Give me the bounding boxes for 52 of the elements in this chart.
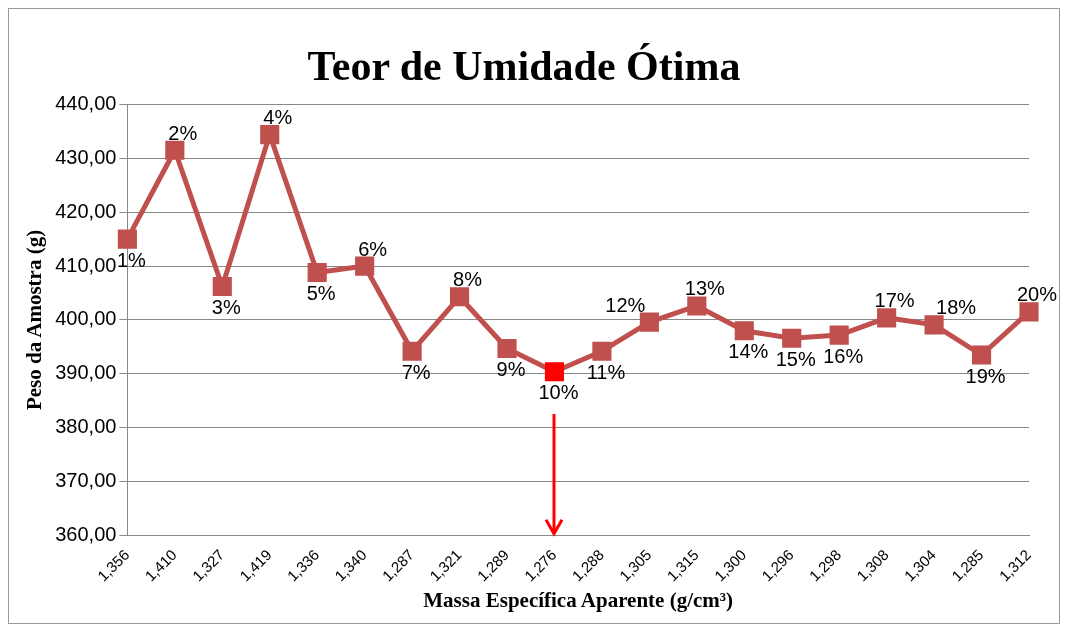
- y-tick-label: 420,00: [55, 199, 117, 222]
- y-tick-label: 410,00: [55, 253, 117, 276]
- point: [355, 256, 375, 276]
- point: [639, 312, 659, 332]
- annotation: 5%: [306, 282, 336, 305]
- y-tick-label: 390,00: [55, 361, 117, 384]
- y-tick-label: 380,00: [55, 415, 117, 438]
- point: [449, 287, 470, 307]
- x-axis-title: Massa Específica Aparente (g/cm³): [423, 587, 734, 612]
- annotation: 15%: [775, 347, 816, 370]
- annotation: 20%: [1016, 283, 1058, 306]
- y-tick-label: 430,00: [55, 145, 117, 168]
- y-tick-label: 360,00: [55, 523, 117, 546]
- y-axis-title: Peso da Amostra (g): [22, 229, 47, 411]
- point: [544, 362, 565, 382]
- annotation: 10%: [538, 381, 579, 404]
- y-tick-label: 370,00: [55, 469, 117, 492]
- annotation: 4%: [263, 106, 293, 129]
- point: [829, 325, 849, 345]
- point: [165, 140, 185, 160]
- point: [117, 229, 137, 249]
- annotation: 13%: [684, 277, 726, 300]
- annotation: 14%: [728, 340, 769, 363]
- annotation: 16%: [823, 344, 864, 367]
- annotation: 8%: [453, 268, 483, 291]
- annotation: 12%: [605, 293, 646, 316]
- point: [497, 338, 517, 359]
- annotation: 1%: [116, 248, 147, 271]
- chart-title: Teor de Umidade Ótima: [307, 43, 741, 90]
- point: [307, 262, 327, 283]
- point: [734, 321, 754, 341]
- annotation: 17%: [874, 289, 915, 312]
- annotation: 9%: [496, 358, 526, 381]
- annotation: 19%: [965, 364, 1006, 387]
- point: [212, 276, 232, 297]
- point: [971, 345, 992, 365]
- annotation: 2%: [168, 121, 198, 144]
- point: [260, 125, 280, 145]
- point: [877, 308, 897, 328]
- point: [1019, 302, 1039, 322]
- annotation: 6%: [358, 237, 388, 260]
- annotation: 3%: [211, 296, 241, 319]
- point: [402, 341, 422, 361]
- point: [687, 296, 707, 316]
- y-tick-label: 440,00: [55, 91, 117, 114]
- y-tick-label: 400,00: [55, 307, 117, 330]
- point: [924, 315, 944, 335]
- annotation: 11%: [586, 360, 626, 383]
- annotation: 7%: [401, 360, 431, 383]
- point: [592, 341, 612, 361]
- point: [782, 328, 802, 348]
- annotation: 18%: [936, 296, 977, 319]
